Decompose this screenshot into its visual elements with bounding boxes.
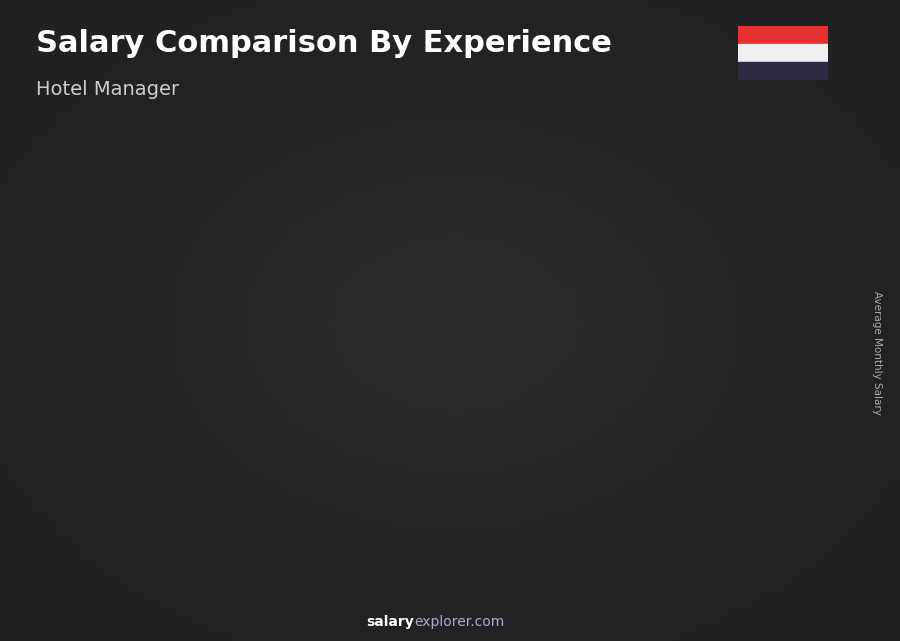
Polygon shape [327, 317, 405, 326]
Text: +8%: +8% [649, 131, 698, 150]
Bar [453, 274, 518, 564]
Text: salary: salary [366, 615, 414, 629]
Text: Salary Comparison By Experience: Salary Comparison By Experience [36, 29, 612, 58]
Text: Average Monthly Salary: Average Monthly Salary [872, 290, 883, 415]
Text: Hotel Manager: Hotel Manager [36, 80, 179, 99]
Polygon shape [0, 213, 900, 222]
Polygon shape [76, 435, 154, 444]
Bar [327, 326, 392, 564]
Text: 78,500 YER: 78,500 YER [575, 228, 647, 242]
Polygon shape [0, 239, 900, 248]
Text: 40,000 YER: 40,000 YER [198, 383, 270, 397]
Polygon shape [704, 212, 782, 222]
Text: 29,900 YER: 29,900 YER [73, 424, 145, 437]
Bar [738, 62, 828, 80]
Polygon shape [770, 212, 782, 564]
Bar [579, 248, 644, 564]
Text: +48%: +48% [266, 235, 328, 254]
Bar [202, 403, 267, 564]
Bar [738, 44, 828, 62]
Text: +22%: +22% [391, 183, 454, 202]
Text: +9%: +9% [524, 157, 573, 176]
Bar [738, 26, 828, 44]
Text: explorer.com: explorer.com [414, 615, 504, 629]
Polygon shape [141, 435, 154, 564]
Polygon shape [0, 265, 900, 274]
Polygon shape [392, 317, 405, 564]
Polygon shape [0, 317, 900, 326]
Text: 59,100 YER: 59,100 YER [324, 306, 396, 320]
Polygon shape [579, 238, 656, 248]
Polygon shape [518, 265, 531, 564]
Bar [704, 222, 770, 564]
Polygon shape [202, 394, 279, 403]
Polygon shape [453, 265, 531, 274]
Polygon shape [267, 394, 279, 564]
Text: 72,000 YER: 72,000 YER [449, 254, 521, 268]
Polygon shape [0, 394, 900, 403]
Text: +34%: +34% [140, 312, 203, 331]
Bar [76, 444, 141, 564]
Polygon shape [644, 238, 656, 564]
Text: 85,000 YER: 85,000 YER [700, 203, 773, 215]
